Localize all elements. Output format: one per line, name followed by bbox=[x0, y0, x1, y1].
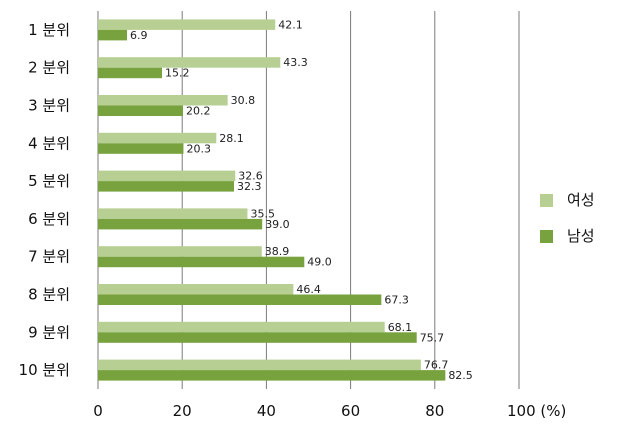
legend-item-male: 남성 bbox=[540, 226, 635, 246]
category-label: 2 분위 bbox=[28, 59, 70, 77]
legend-item-female: 여성 bbox=[540, 190, 635, 210]
category-label: 3 분위 bbox=[28, 97, 70, 115]
x-tick-label: 0 bbox=[93, 402, 103, 420]
legend-swatch-male bbox=[540, 230, 553, 243]
category-label: 5 분위 bbox=[28, 172, 70, 190]
x-tick-label: 60 bbox=[341, 402, 360, 420]
bar-male bbox=[98, 181, 234, 192]
bar-female bbox=[98, 170, 236, 182]
data-label: 43.3 bbox=[283, 56, 308, 69]
bar-male bbox=[98, 218, 263, 230]
data-label: 49.0 bbox=[307, 256, 332, 269]
data-label: 68.1 bbox=[388, 321, 413, 334]
data-label: 32.6 bbox=[238, 170, 263, 183]
legend-label-male: 남성 bbox=[567, 227, 595, 245]
legend-swatch-female bbox=[540, 194, 553, 207]
x-tick-label: 40 bbox=[257, 402, 276, 420]
bar-female bbox=[98, 132, 217, 144]
bar-male bbox=[98, 370, 446, 381]
x-tick-label: 100 (%) bbox=[507, 402, 566, 420]
category-label: 9 분위 bbox=[28, 323, 70, 341]
bar-male bbox=[98, 332, 417, 343]
bar-female bbox=[98, 208, 248, 219]
legend: 여성 남성 bbox=[540, 190, 635, 262]
bar-female bbox=[98, 19, 276, 30]
bar-female bbox=[98, 284, 294, 295]
data-label: 67.3 bbox=[384, 294, 409, 307]
x-tick-label: 20 bbox=[173, 402, 192, 420]
data-label: 6.9 bbox=[130, 29, 148, 42]
x-tick-label: 80 bbox=[425, 402, 444, 420]
legend-label-female: 여성 bbox=[567, 191, 595, 209]
bar-male bbox=[98, 105, 184, 116]
category-label: 6 분위 bbox=[28, 210, 70, 228]
bar-male bbox=[98, 256, 305, 268]
bar-female bbox=[98, 359, 421, 371]
data-label: 76.7 bbox=[424, 359, 449, 372]
data-label: 39.0 bbox=[265, 218, 290, 231]
bar-female bbox=[98, 57, 281, 68]
data-label: 35.5 bbox=[250, 207, 275, 220]
bar-female bbox=[98, 95, 228, 106]
data-label: 15.2 bbox=[165, 67, 190, 80]
bar-male bbox=[98, 143, 184, 154]
bar-male bbox=[98, 294, 382, 305]
data-label: 46.4 bbox=[296, 283, 321, 296]
data-label: 38.9 bbox=[265, 245, 290, 258]
bar-male bbox=[98, 29, 128, 41]
category-label: 10 분위 bbox=[19, 361, 70, 379]
category-label: 7 분위 bbox=[28, 248, 70, 266]
category-label: 4 분위 bbox=[28, 134, 70, 152]
category-label: 1 분위 bbox=[28, 21, 70, 39]
data-label: 82.5 bbox=[448, 369, 473, 382]
data-label: 28.1 bbox=[219, 132, 244, 145]
data-label: 75.7 bbox=[420, 331, 445, 344]
data-label: 30.8 bbox=[231, 94, 256, 107]
bar-female bbox=[98, 321, 385, 333]
category-label: 8 분위 bbox=[28, 286, 70, 304]
bar-male bbox=[98, 67, 162, 79]
data-label: 20.3 bbox=[186, 142, 211, 155]
bar-female bbox=[98, 246, 262, 257]
data-label: 20.2 bbox=[186, 105, 211, 118]
data-label: 42.1 bbox=[278, 18, 303, 31]
data-label: 32.3 bbox=[237, 180, 262, 193]
